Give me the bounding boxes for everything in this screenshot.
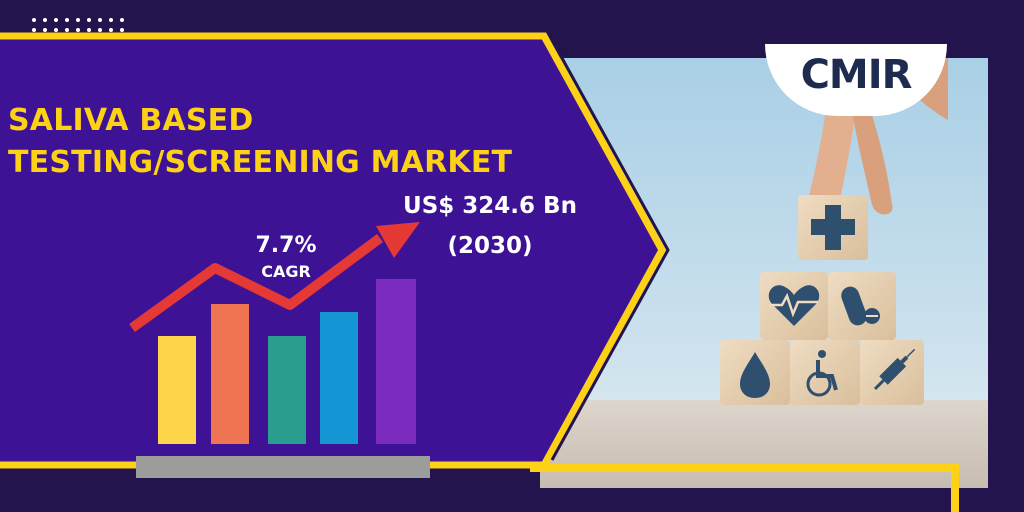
trend-arrow <box>129 233 383 333</box>
block-pill <box>828 272 896 340</box>
syringe-icon <box>873 348 916 391</box>
chart-bar-5 <box>376 279 416 444</box>
heart-pulse-icon <box>768 285 820 326</box>
block-heart <box>760 272 828 340</box>
chart-bar-2 <box>211 304 249 444</box>
page-title-line1: SALIVA BASED <box>8 103 254 138</box>
block-plus <box>798 195 868 260</box>
market-value: US$ 324.6 Bn <box>403 193 577 219</box>
trend-arrow-head <box>376 222 420 258</box>
wheelchair-icon <box>806 350 838 397</box>
cagr-value: 7.7% <box>255 233 317 258</box>
block-wheelchair <box>790 340 860 405</box>
medical-blocks-photo <box>530 58 988 512</box>
chart-bar-1 <box>158 336 196 444</box>
logo-text: CMIR <box>800 52 913 98</box>
cagr-label: CAGR <box>261 262 311 281</box>
block-drop <box>720 340 790 405</box>
block-syringe <box>860 340 924 405</box>
plus-icon <box>811 205 855 250</box>
forecast-year: (2030) <box>447 233 533 259</box>
growth-bar-chart <box>129 222 430 478</box>
chart-bar-3 <box>268 336 306 444</box>
drop-icon <box>740 352 770 398</box>
page-title-line2: TESTING/SCREENING MARKET <box>8 145 513 180</box>
chart-base <box>136 456 430 478</box>
chart-bar-4 <box>320 312 358 444</box>
pill-icon <box>841 286 880 326</box>
